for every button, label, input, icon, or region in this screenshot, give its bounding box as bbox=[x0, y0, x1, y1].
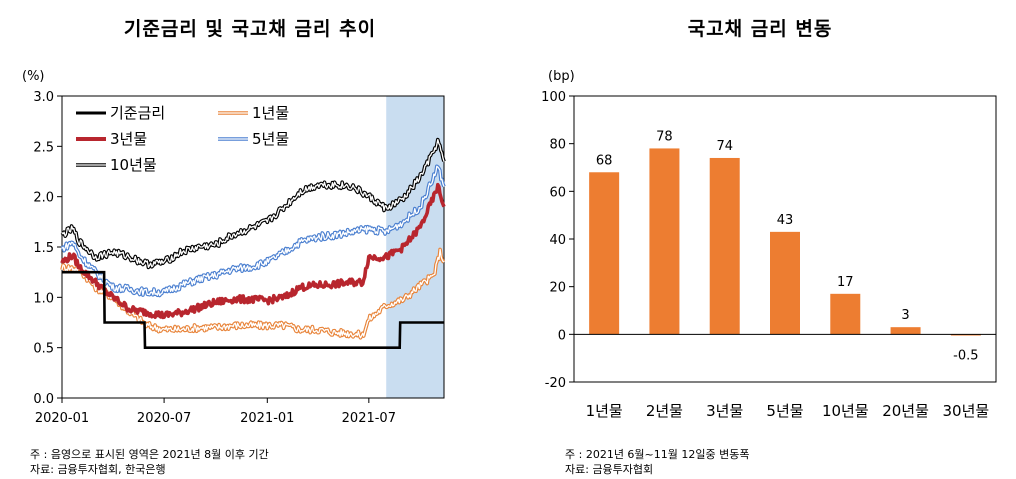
bar bbox=[830, 293, 861, 335]
legend-item-bond-3y: 3년물 bbox=[76, 130, 147, 148]
y-tick-label: 1.0 bbox=[33, 291, 54, 306]
category-label: 2년물 bbox=[646, 402, 683, 420]
bar bbox=[589, 172, 620, 335]
y-tick-label: 60 bbox=[549, 185, 566, 200]
bar-value-label: 74 bbox=[716, 139, 733, 154]
right-source-line: 자료: 금융투자협회 bbox=[565, 463, 654, 476]
x-tick-label: 2021-01 bbox=[240, 411, 294, 426]
y-tick-label: 1.5 bbox=[33, 241, 54, 256]
category-label: 3년물 bbox=[706, 402, 743, 420]
legend-label: 1년물 bbox=[252, 104, 289, 122]
legend-label: 3년물 bbox=[110, 130, 147, 148]
x-tick-label: 2021-07 bbox=[342, 411, 396, 426]
bar-value-label: 3 bbox=[901, 308, 909, 323]
legend-item-bond-10y: 10년물 bbox=[76, 156, 157, 174]
category-label: 20년물 bbox=[882, 402, 929, 420]
x-tick-label: 2020-07 bbox=[137, 411, 191, 426]
bar bbox=[890, 327, 921, 335]
x-tick-label: 2020-01 bbox=[35, 411, 89, 426]
left-source-line: 자료: 금융투자협회, 한국은행 bbox=[30, 463, 166, 476]
right-chart-title: 국고채 금리 변동 bbox=[687, 18, 833, 40]
y-tick-label: 20 bbox=[549, 281, 566, 296]
right-chart-notes: 주 : 2021년 6월~11월 12일중 변동폭 자료: 금융투자협회 bbox=[565, 447, 749, 477]
bond-10y-line-inner bbox=[61, 138, 445, 269]
y-tick-label: 2.0 bbox=[33, 191, 54, 206]
bar-value-label: 78 bbox=[656, 129, 673, 144]
y-unit-label: (%) bbox=[22, 69, 45, 84]
bond-3y-series bbox=[60, 182, 446, 320]
y-tick-label: 0 bbox=[558, 328, 566, 343]
legend-label: 10년물 bbox=[110, 156, 157, 174]
y-tick-label: 0.5 bbox=[33, 342, 54, 357]
right-note-line: 주 : 2021년 6월~11월 12일중 변동폭 bbox=[565, 448, 750, 461]
bar-value-label: -0.5 bbox=[953, 348, 978, 363]
y-tick-label: -20 bbox=[545, 376, 566, 391]
bar-value-label: 43 bbox=[777, 213, 794, 228]
legend-item-bond-5y: 5년물 bbox=[218, 130, 289, 148]
legend-label: 5년물 bbox=[252, 130, 289, 148]
category-label: 5년물 bbox=[766, 402, 803, 420]
legend-label: 기준금리 bbox=[110, 104, 165, 122]
bond-5y-series bbox=[60, 164, 446, 298]
base-rate-series bbox=[62, 270, 444, 349]
left-chart-title: 기준금리 및 국고채 금리 추이 bbox=[123, 18, 377, 40]
y-tick-label: 2.5 bbox=[33, 140, 54, 155]
y-tick-label: 80 bbox=[549, 138, 566, 153]
y-unit-label: (bp) bbox=[548, 69, 575, 84]
base-rate-line bbox=[62, 270, 444, 349]
bond-10y-series bbox=[60, 137, 446, 270]
bar bbox=[649, 148, 680, 335]
category-label: 10년물 bbox=[822, 402, 869, 420]
bond-5y-line-inner bbox=[61, 165, 445, 297]
legend-item-bond-1y: 1년물 bbox=[218, 104, 289, 122]
y-tick-label: 3.0 bbox=[33, 90, 54, 105]
category-label: 30년물 bbox=[943, 402, 990, 420]
bar-value-label: 68 bbox=[596, 153, 613, 168]
y-tick-label: 40 bbox=[549, 233, 566, 248]
left-note-line: 주 : 음영으로 표시된 영역은 2021년 8월 이후 기간 bbox=[30, 448, 269, 461]
bar-value-label: 17 bbox=[837, 275, 854, 290]
left-chart-notes: 주 : 음영으로 표시된 영역은 2021년 8월 이후 기간 자료: 금융투자… bbox=[30, 447, 269, 477]
bar bbox=[709, 157, 740, 335]
legend-item-base-rate: 기준금리 bbox=[76, 104, 165, 122]
bar bbox=[950, 334, 981, 336]
bond-3y-line bbox=[60, 182, 446, 320]
category-label: 1년물 bbox=[586, 402, 623, 420]
bar bbox=[770, 231, 800, 335]
y-tick-label: 100 bbox=[541, 90, 566, 105]
y-tick-label: 0.0 bbox=[33, 392, 54, 407]
